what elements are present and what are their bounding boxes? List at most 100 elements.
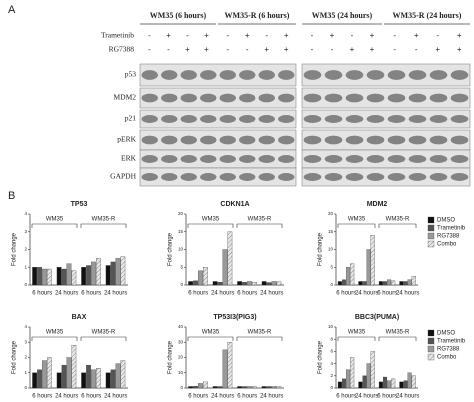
bracket [378,223,417,228]
blot-band [429,70,448,80]
blot-band [408,93,427,103]
protein-label: pERK [117,135,136,144]
bar [251,282,257,286]
blot-band [180,70,197,80]
bar [407,372,412,389]
bar [105,372,111,389]
chart-title: BBC3(PUMA) [355,314,399,321]
protein-label: ERK [121,154,137,163]
x-tick-label: 6 hours [336,394,356,400]
bar [411,375,416,389]
blot-band [366,173,385,181]
bar [37,267,42,286]
treatment-sign: - [393,45,396,54]
bar [188,281,194,286]
x-tick-label: 6 hours [377,291,397,297]
protein-label: p21 [125,114,137,123]
x-tick-label: 6 hours [237,394,257,400]
blot-band [387,135,406,145]
bar [37,369,42,389]
blot-band [345,93,364,103]
blot-strip [301,167,471,187]
x-tick-label: 24 hours [104,291,127,297]
blot-band [429,93,448,103]
bar [387,380,392,389]
blot-band [303,70,322,80]
bar [251,386,257,389]
y-tick-label: 3 [24,229,27,234]
bar [198,383,203,389]
legend-swatch [427,353,435,361]
treatment-sign: - [186,31,189,40]
blot-band [219,70,236,80]
protein-label: p53 [125,70,137,79]
bar [346,369,351,389]
bar [337,381,342,389]
bracket [31,336,78,341]
blot-band [200,135,217,145]
blot-band [345,155,364,163]
x-tick-label: 6 hours [32,291,52,297]
blot-band [303,93,322,103]
bracket [187,223,234,228]
treatment-sign: + [245,31,250,40]
blot-band [324,93,343,103]
y-tick-label: 20 [178,211,184,216]
bar [202,267,208,286]
bar [346,267,351,286]
bar [198,270,203,286]
x-tick-label: 6 hours [237,291,257,297]
bracket-label: WM35-R [386,330,410,336]
group-header: WM35-R (24 hours) [393,11,462,20]
blot-band [387,173,406,181]
blot-band [303,115,322,123]
bar [362,281,367,286]
bar [91,369,96,389]
bar [32,372,38,389]
y-tick-label: 10 [328,324,334,329]
bar [276,386,282,389]
blot-band [278,115,295,123]
bar [350,263,355,286]
blot-band [239,93,256,103]
bracket [236,336,283,341]
treatment-sign: - [226,45,229,54]
blot-band [219,135,236,145]
protein-label: GAPDH [110,172,136,181]
bar [96,258,101,286]
blot-band [278,70,295,80]
blot-band [366,115,385,123]
bar [42,360,47,389]
y-axis-label: Fold change [12,340,18,374]
bracket [31,223,78,228]
blot-band [278,135,295,145]
bar [227,231,233,286]
blot-band [345,115,364,123]
bar [217,282,223,286]
blot-band [450,135,469,145]
blot-band [141,93,158,103]
legend-label: Trametinib [437,339,466,345]
treatment-sign: - [265,31,268,40]
x-tick-label: 6 hours [32,394,52,400]
treatment-sign: - [167,45,170,54]
y-tick-label: 2 [24,355,27,360]
x-tick-label: 24 hours [55,394,78,400]
bar [407,279,412,286]
blot-band [258,135,275,145]
treatment-sign: - [148,45,151,54]
blot-band [219,93,236,103]
blot-band [429,155,448,163]
blot-band [278,173,295,181]
y-tick-label: 0 [180,385,183,390]
blot-band [161,135,178,145]
y-tick-label: 1 [24,370,27,375]
blot-band [429,173,448,181]
bar [32,267,38,286]
treatment-label: RG7388 [109,45,135,54]
bar [271,386,277,389]
treatment-sign: + [457,45,462,54]
blot-strip [139,109,297,129]
treatment-label: Trametinib [101,31,134,40]
blot-band [239,173,256,181]
